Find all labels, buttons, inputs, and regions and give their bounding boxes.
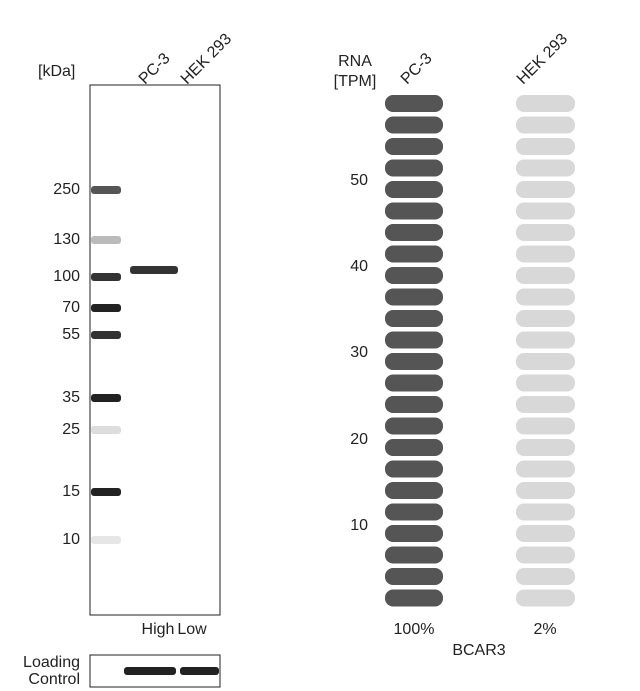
marker-label: 35: [62, 389, 80, 406]
ladder-band: [91, 273, 121, 281]
pill: [385, 525, 443, 542]
tick-label: 30: [350, 344, 368, 361]
pill: [385, 181, 443, 198]
pill: [385, 288, 443, 306]
pill: [385, 95, 443, 112]
tick-label: 40: [350, 258, 368, 275]
sample-band: [130, 266, 178, 274]
pill: [516, 267, 575, 284]
pill: [516, 245, 575, 263]
tick-label: 10: [350, 517, 368, 534]
lane-label: HEK 293: [178, 30, 235, 87]
pill: [385, 589, 443, 607]
pill: [516, 568, 575, 585]
pill: [385, 396, 443, 413]
ladder-band: [91, 394, 121, 402]
ladder-band: [91, 331, 121, 339]
pill: [516, 439, 575, 456]
pill: [516, 116, 575, 134]
tick-label: 20: [350, 431, 368, 448]
pill: [385, 374, 443, 392]
ladder-band: [91, 186, 121, 194]
pill: [516, 525, 575, 542]
pill: [516, 503, 575, 521]
unit-label: [kDa]: [38, 63, 75, 80]
marker-label: 10: [62, 531, 80, 548]
axis-label: [TPM]: [334, 73, 377, 90]
pill: [516, 331, 575, 349]
axis-label: RNA: [338, 53, 372, 70]
pill: [516, 310, 575, 327]
pill: [516, 202, 575, 220]
expression-label: Low: [177, 621, 207, 638]
pill: [516, 159, 575, 177]
ladder-band: [91, 488, 121, 496]
pill: [385, 439, 443, 456]
pill: [385, 503, 443, 521]
pill: [385, 245, 443, 263]
pill: [516, 546, 575, 564]
pill: [385, 267, 443, 284]
pill: [385, 224, 443, 241]
pill: [516, 482, 575, 499]
percentage: 100%: [394, 621, 435, 638]
loading-label: Loading: [23, 654, 80, 671]
pill: [385, 331, 443, 349]
pill: [385, 546, 443, 564]
pill: [385, 202, 443, 220]
loading-band: [124, 667, 176, 675]
pill: [385, 138, 443, 155]
pill: [385, 568, 443, 585]
pill: [385, 116, 443, 134]
expression-label: High: [142, 621, 175, 638]
pill: [385, 460, 443, 478]
ladder-band: [91, 426, 121, 434]
marker-label: 100: [53, 268, 80, 285]
pill: [516, 460, 575, 478]
loading-label: Control: [28, 671, 80, 688]
ladder-band: [91, 304, 121, 312]
tick-label: 50: [350, 172, 368, 189]
cell-line-label: HEK 293: [514, 30, 571, 87]
pill: [516, 353, 575, 370]
marker-label: 55: [62, 326, 80, 343]
pill: [385, 310, 443, 327]
marker-label: 25: [62, 421, 80, 438]
pill: [516, 589, 575, 607]
ladder-band: [91, 236, 121, 244]
pill: [516, 374, 575, 392]
lane-label: PC-3: [136, 50, 174, 88]
pill: [385, 353, 443, 370]
pill: [516, 224, 575, 241]
cell-line-label: PC-3: [398, 50, 436, 88]
marker-label: 130: [53, 231, 80, 248]
pill: [516, 95, 575, 112]
marker-label: 15: [62, 483, 80, 500]
percentage: 2%: [533, 621, 556, 638]
gene-label: BCAR3: [452, 642, 505, 659]
ladder-band: [91, 536, 121, 544]
pill: [516, 181, 575, 198]
pill: [385, 482, 443, 499]
loading-band: [180, 667, 219, 675]
pill: [516, 138, 575, 155]
blot-frame: [89, 84, 221, 616]
pill: [516, 396, 575, 413]
pill: [516, 288, 575, 306]
pill: [385, 159, 443, 177]
pill: [516, 417, 575, 435]
marker-label: 250: [53, 181, 80, 198]
pill: [385, 417, 443, 435]
marker-label: 70: [62, 299, 80, 316]
